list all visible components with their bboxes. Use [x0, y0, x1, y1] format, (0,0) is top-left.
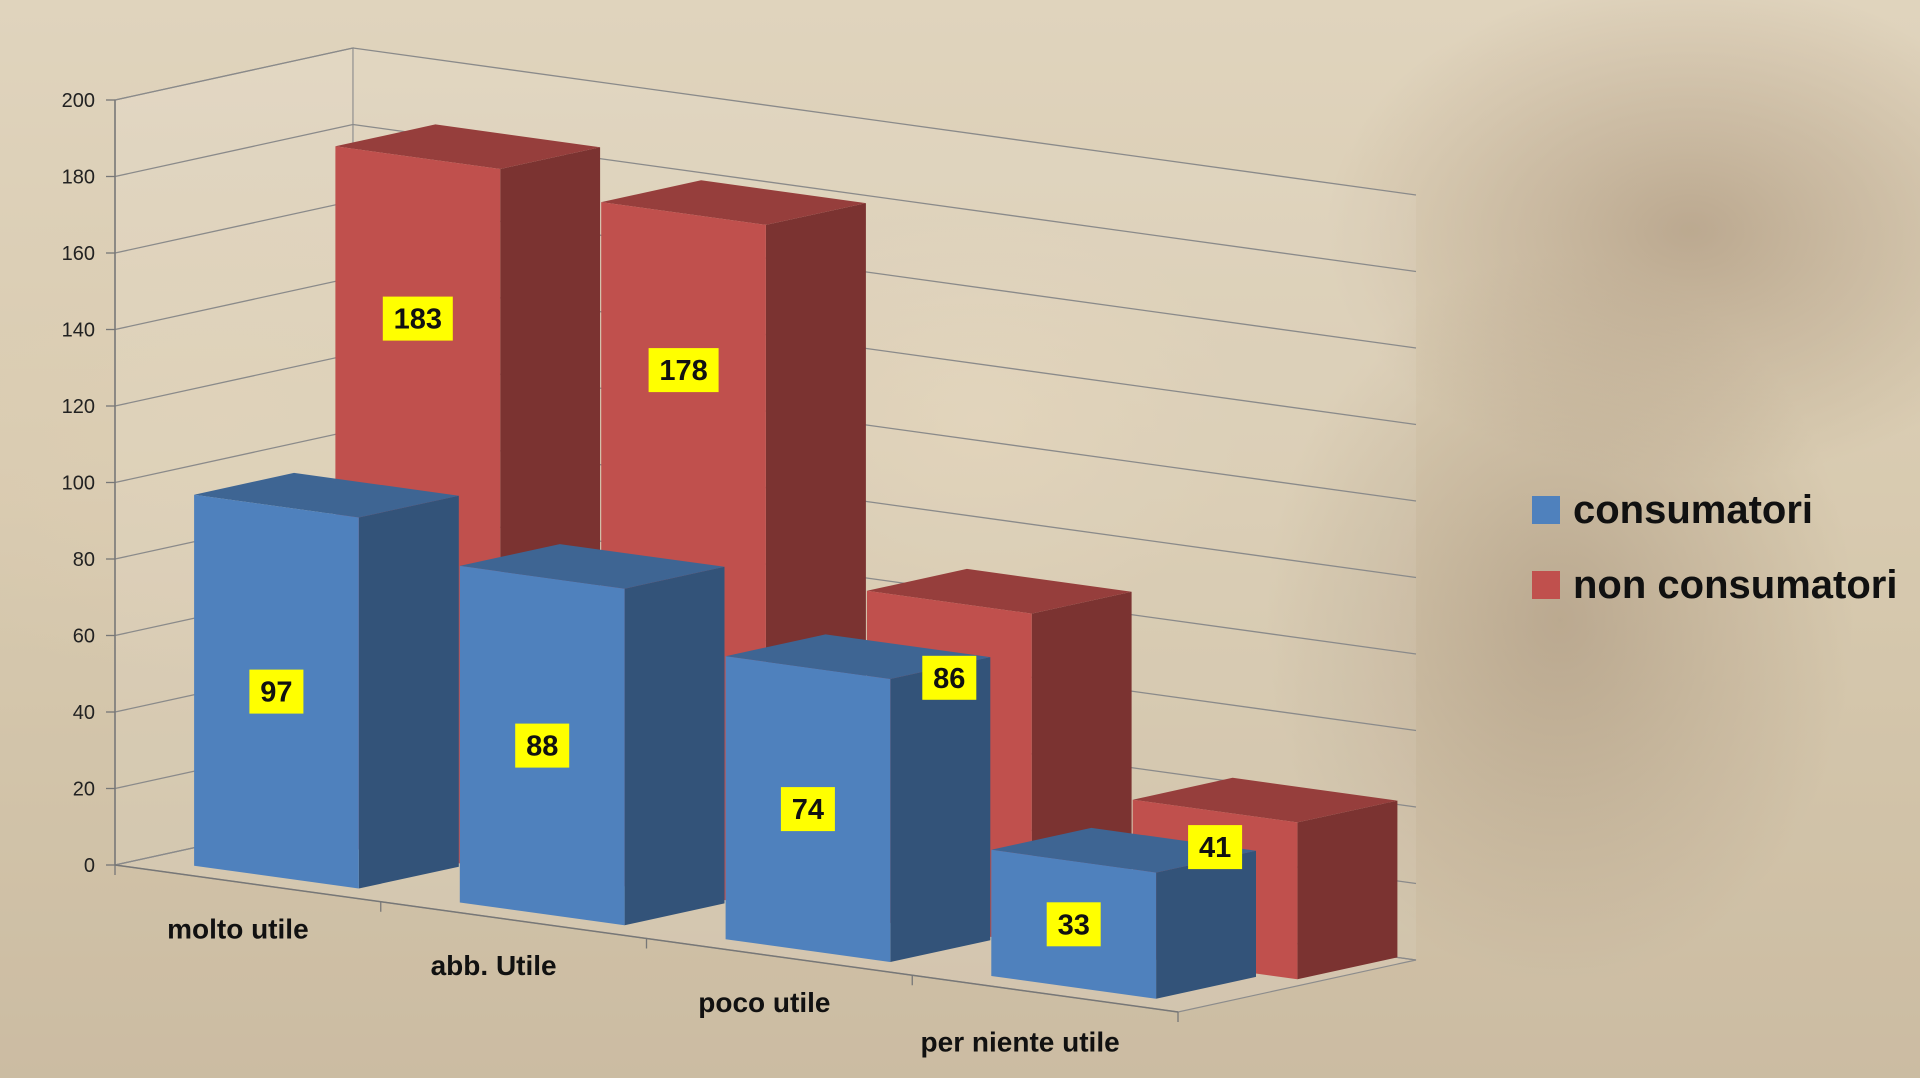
x-category-label: poco utile	[698, 987, 830, 1018]
x-category-label: abb. Utile	[431, 950, 557, 981]
bar-side	[624, 566, 725, 926]
data-label: 33	[1058, 909, 1090, 941]
y-tick-label: 20	[73, 779, 95, 801]
data-label: 97	[260, 677, 292, 709]
bar-top	[601, 180, 866, 225]
legend-swatch	[1532, 496, 1560, 524]
x-category-label: per niente utile	[921, 1027, 1120, 1058]
data-label: 183	[394, 304, 442, 336]
data-label-box	[249, 669, 304, 714]
y-tick-label: 60	[73, 626, 95, 648]
bar-top	[866, 568, 1132, 614]
x-category-label: molto utile	[167, 913, 309, 944]
bar-top	[459, 544, 725, 589]
data-label-box	[922, 655, 977, 700]
bar-top	[194, 472, 459, 518]
y-tick-label: 120	[62, 396, 95, 418]
bar-consumatori-1	[194, 472, 459, 889]
y-tick-label: 160	[62, 243, 95, 265]
gridline	[114, 123, 1417, 273]
data-label: 178	[659, 355, 707, 387]
legend-label: consumatori	[1573, 488, 1813, 532]
data-label-box	[1188, 825, 1243, 870]
data-label: 41	[1199, 832, 1231, 864]
y-tick-label: 40	[73, 702, 95, 724]
bar-side	[1297, 800, 1398, 980]
y-tick-label: 180	[62, 167, 95, 189]
bar-consumatori-2	[459, 544, 725, 926]
y-tick-label: 200	[62, 90, 95, 112]
legend-label: non consumatori	[1573, 563, 1897, 607]
data-label-box	[382, 296, 453, 341]
gridline	[114, 47, 1417, 196]
bar-top	[1132, 777, 1398, 823]
data-label-box	[1046, 902, 1101, 947]
data-label-box	[648, 348, 719, 393]
data-label-box	[780, 787, 835, 832]
legend-swatch	[1532, 571, 1560, 599]
bar-side	[1156, 850, 1256, 999]
data-label: 86	[933, 663, 965, 695]
y-tick-label: 0	[84, 855, 95, 877]
y-tick-label: 140	[62, 320, 95, 342]
data-label: 88	[526, 731, 558, 763]
bar-side	[358, 495, 459, 889]
bar-side	[890, 657, 991, 962]
data-label: 74	[792, 794, 824, 826]
y-tick-label: 100	[62, 473, 95, 495]
y-tick-label: 80	[73, 549, 95, 571]
data-label-box	[515, 723, 570, 768]
bar-top	[335, 124, 601, 169]
